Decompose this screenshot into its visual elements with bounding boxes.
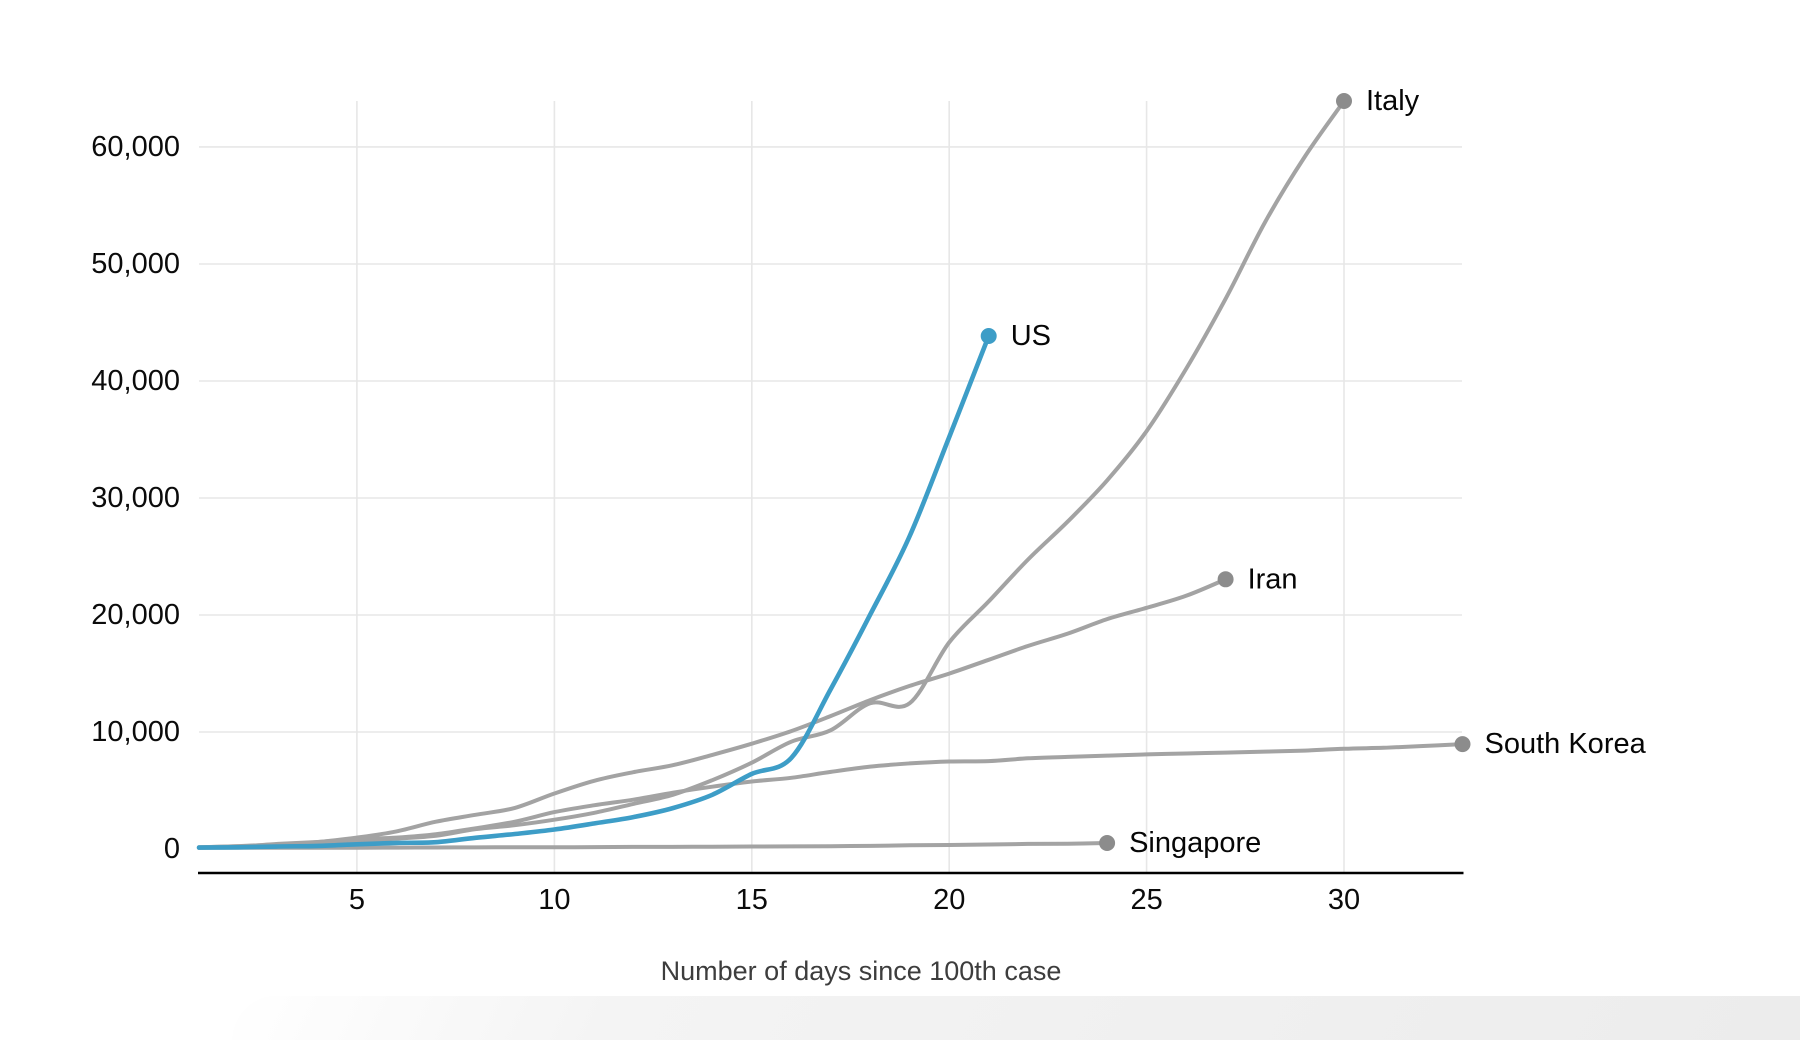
- y-tick-label: 30,000: [91, 482, 180, 514]
- y-tick-label: 0: [164, 833, 180, 865]
- endpoint-dot-us: [980, 328, 997, 344]
- x-tick-label: 30: [1328, 884, 1360, 916]
- y-tick-label: 20,000: [91, 599, 180, 631]
- y-tick-label: 50,000: [91, 248, 180, 280]
- series-line-singapore: [197, 841, 1110, 850]
- series-label-iran: Iran: [1248, 563, 1298, 595]
- endpoint-dot-iran: [1217, 571, 1234, 588]
- series-line-iran: [197, 577, 1228, 850]
- endpoint-dot-singapore: [1099, 835, 1116, 851]
- endpoint-dot-south-korea: [1454, 736, 1471, 753]
- endpoint-dot-italy: [1336, 93, 1352, 109]
- x-tick-label: 20: [933, 884, 965, 916]
- y-tick-label: 10,000: [91, 716, 180, 748]
- bottom-panel-edge: [232, 996, 1800, 1040]
- series-label-italy: Italy: [1366, 85, 1420, 117]
- x-tick-label: 10: [538, 884, 570, 916]
- series-label-us: US: [1011, 320, 1051, 352]
- x-axis-title: Number of days since 100th case: [660, 956, 1062, 986]
- series-line-italy: [197, 99, 1346, 850]
- x-tick-label: 5: [349, 884, 365, 916]
- x-tick-label: 25: [1130, 884, 1162, 916]
- x-tick-label: 15: [736, 884, 768, 916]
- series-label-singapore: Singapore: [1129, 827, 1261, 859]
- series-label-south-korea: South Korea: [1485, 728, 1647, 760]
- y-tick-label: 60,000: [91, 131, 180, 163]
- series-line-us: [196, 333, 991, 850]
- series-line-south-korea: [197, 742, 1465, 850]
- y-tick-label: 40,000: [91, 365, 180, 397]
